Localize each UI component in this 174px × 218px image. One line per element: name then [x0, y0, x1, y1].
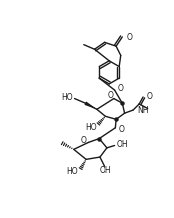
- Text: O: O: [118, 84, 124, 93]
- Text: O: O: [126, 33, 132, 42]
- Text: HO: HO: [85, 123, 97, 132]
- Text: OH: OH: [117, 140, 129, 149]
- Text: O: O: [147, 92, 153, 101]
- Text: O: O: [118, 125, 124, 134]
- Text: NH: NH: [137, 106, 148, 115]
- Polygon shape: [84, 101, 97, 109]
- Text: OH: OH: [100, 166, 111, 175]
- Text: O: O: [81, 136, 87, 145]
- Text: HO: HO: [66, 167, 78, 176]
- Text: O: O: [107, 91, 113, 100]
- Text: HO: HO: [61, 93, 73, 102]
